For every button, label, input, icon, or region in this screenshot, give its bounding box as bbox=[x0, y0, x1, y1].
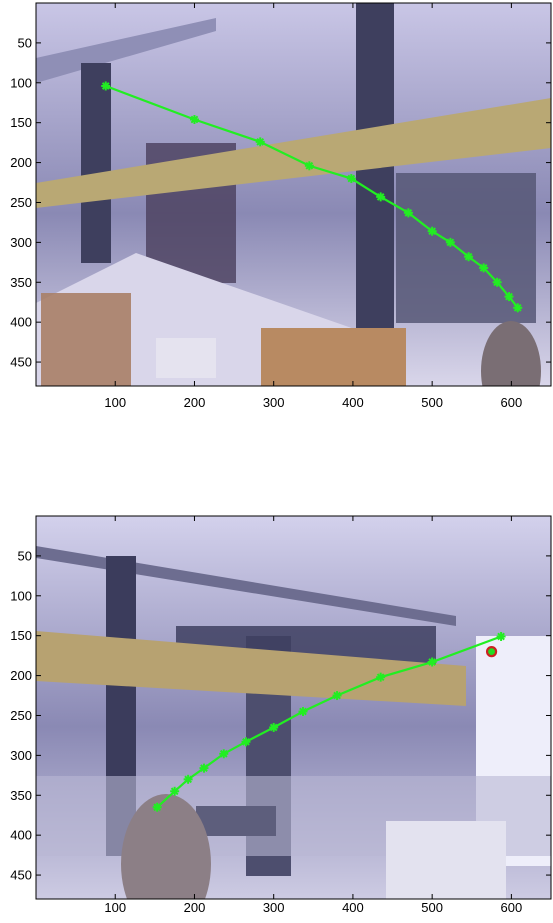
trajectory-point bbox=[376, 672, 386, 682]
shelving-area bbox=[396, 173, 536, 323]
data-series-group bbox=[152, 631, 506, 812]
cabinet-left bbox=[41, 293, 131, 386]
wooden-beam bbox=[36, 98, 551, 208]
trajectory-point bbox=[403, 208, 413, 218]
bottom-trajectory-plot: 100 200 300 400 500 600 50 100 150 200 250 300 350 40… bbox=[10, 515, 552, 915]
x-tick-label: 500 bbox=[421, 395, 443, 410]
y-tick-label: 250 bbox=[10, 708, 32, 723]
y-tick-label: 50 bbox=[18, 35, 32, 50]
x-tick-label: 500 bbox=[421, 900, 443, 915]
trajectory-point bbox=[346, 174, 356, 184]
trajectory-point bbox=[427, 226, 437, 236]
x-tick-label: 600 bbox=[501, 900, 523, 915]
trajectory-point bbox=[183, 774, 193, 784]
y-tick-label: 50 bbox=[18, 548, 32, 563]
trajectory-point bbox=[376, 192, 386, 202]
hand bbox=[481, 321, 541, 386]
trajectory-point bbox=[479, 263, 489, 273]
trajectory-point bbox=[241, 737, 251, 747]
y-tick-label: 400 bbox=[10, 315, 32, 330]
trajectory-point bbox=[513, 303, 523, 313]
trajectory-point bbox=[101, 81, 111, 91]
x-tick-label: 100 bbox=[104, 395, 126, 410]
trajectory-point bbox=[170, 786, 180, 796]
trajectory-point bbox=[255, 137, 265, 147]
x-tick-label: 200 bbox=[184, 900, 206, 915]
x-tick-label: 400 bbox=[342, 900, 364, 915]
trajectory-point bbox=[445, 237, 455, 247]
y-tick-label: 350 bbox=[10, 275, 32, 290]
data-series-group bbox=[101, 81, 523, 313]
pillar-left bbox=[81, 63, 111, 263]
trajectory-point bbox=[427, 657, 437, 667]
photo-background bbox=[36, 516, 551, 899]
cabinet-right bbox=[261, 328, 406, 386]
y-tick-label: 350 bbox=[10, 788, 32, 803]
photo-background bbox=[36, 3, 551, 386]
x-tick-label: 600 bbox=[501, 395, 523, 410]
y-tick-label: 300 bbox=[10, 748, 32, 763]
trajectory-point bbox=[304, 161, 314, 171]
y-tick-label: 150 bbox=[10, 628, 32, 643]
whiteboard bbox=[156, 338, 216, 378]
x-tick-label: 400 bbox=[342, 395, 364, 410]
trajectory-point bbox=[504, 292, 514, 302]
person-hand bbox=[121, 794, 211, 899]
y-tick-label: 150 bbox=[10, 115, 32, 130]
y-tick-label: 300 bbox=[10, 235, 32, 250]
trajectory-point bbox=[298, 706, 308, 716]
poster-board bbox=[386, 821, 506, 899]
trajectory-point bbox=[189, 114, 199, 124]
axes-frame bbox=[35, 515, 552, 900]
y-tick-label: 400 bbox=[10, 828, 32, 843]
trajectory-point bbox=[219, 749, 229, 759]
trajectory-point bbox=[152, 802, 162, 812]
y-tick-label: 250 bbox=[10, 195, 32, 210]
y-tick-label: 450 bbox=[10, 355, 32, 370]
x-tick-label: 300 bbox=[263, 900, 285, 915]
y-tick-label: 100 bbox=[10, 75, 32, 90]
trajectory-point bbox=[496, 631, 506, 641]
trajectory-point bbox=[464, 252, 474, 262]
ceiling-pipe bbox=[36, 546, 456, 626]
y-tick-label: 200 bbox=[10, 668, 32, 683]
top-trajectory-plot: 100 200 300 400 500 600 50 100 150 200 250 300 350 40… bbox=[10, 2, 552, 410]
top-plot-panel: 100 200 300 400 500 600 50 100 150 200 250 300 350 40… bbox=[0, 0, 553, 420]
radiator bbox=[196, 806, 276, 836]
target-point bbox=[485, 646, 498, 658]
x-tick-label: 100 bbox=[104, 900, 126, 915]
trajectory-point bbox=[332, 691, 342, 701]
axes-frame bbox=[35, 2, 552, 387]
bottom-plot-panel: 100 200 300 400 500 600 50 100 150 200 250 300 350 40… bbox=[0, 505, 553, 923]
x-tick-label: 200 bbox=[184, 395, 206, 410]
y-tick-label: 100 bbox=[10, 588, 32, 603]
trajectory-point bbox=[492, 277, 502, 287]
y-tick-label: 450 bbox=[10, 868, 32, 883]
x-tick-label: 300 bbox=[263, 395, 285, 410]
trajectory-point bbox=[269, 722, 279, 732]
y-tick-label: 200 bbox=[10, 155, 32, 170]
trajectory-point bbox=[199, 763, 209, 773]
